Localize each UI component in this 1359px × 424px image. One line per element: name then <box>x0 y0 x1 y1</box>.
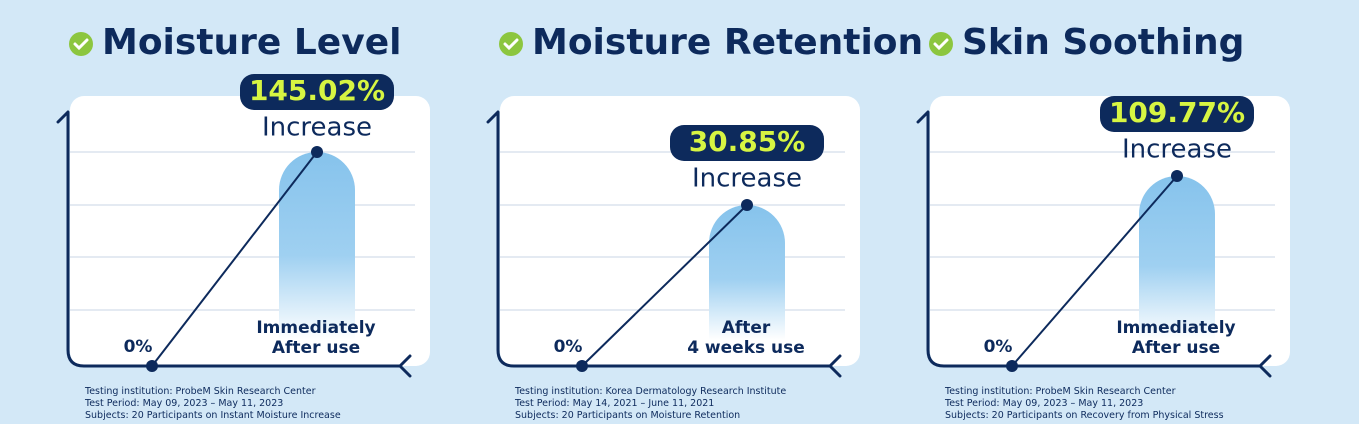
start-dot <box>146 360 158 372</box>
start-label: 0% <box>554 337 583 357</box>
end-dot <box>1171 170 1183 182</box>
trend-line <box>581 204 748 367</box>
bar <box>279 152 355 340</box>
start-label: 0% <box>984 337 1013 357</box>
value-text: 109.77% <box>1109 96 1245 129</box>
bar <box>1139 176 1215 340</box>
bar-label: After use <box>272 338 360 358</box>
end-dot <box>741 199 753 211</box>
check-mark <box>73 38 89 51</box>
bar <box>709 205 785 340</box>
panel-title: Moisture Level <box>102 22 401 63</box>
test-note: Test Period: May 14, 2021 – June 11, 202… <box>514 398 714 409</box>
test-note: Subjects: 20 Participants on Recovery fr… <box>945 410 1224 421</box>
caption: Increase <box>1122 135 1232 165</box>
bar-label: Immediately <box>1116 318 1235 338</box>
panel: Moisture Level 145.02% Increase 0% Immediate… <box>56 22 430 421</box>
caption: Increase <box>262 113 372 143</box>
caption: Increase <box>692 164 802 194</box>
axis <box>56 110 412 378</box>
value-badge <box>240 74 394 110</box>
value-text: 30.85% <box>689 125 806 158</box>
axis <box>486 110 842 378</box>
bar-label: Immediately <box>256 318 375 338</box>
card <box>70 96 430 366</box>
bar-label: After use <box>1132 338 1220 358</box>
card <box>930 96 1290 366</box>
trend-line <box>151 151 318 367</box>
test-note: Test Period: May 09, 2023 – May 11, 2023 <box>84 398 283 409</box>
value-text: 145.02% <box>249 74 385 107</box>
end-dot <box>311 146 323 158</box>
value-badge <box>670 125 824 161</box>
panel-title: Moisture Retention <box>532 22 923 63</box>
axis <box>916 110 1272 378</box>
start-dot <box>576 360 588 372</box>
bar-label: After <box>722 318 771 338</box>
check-mark <box>503 38 519 51</box>
panel: Moisture Retention 30.85% Increase 0% After4… <box>486 22 923 421</box>
check-mark <box>933 38 949 51</box>
panel: Skin Soothing 109.77% Increase 0% Immediatel… <box>916 22 1290 421</box>
test-note: Testing institution: ProbeM Skin Researc… <box>944 386 1176 397</box>
test-note: Subjects: 20 Participants on Moisture Re… <box>515 410 740 421</box>
bar-label: 4 weeks use <box>687 338 805 358</box>
start-label: 0% <box>124 337 153 357</box>
trend-line <box>1011 175 1178 367</box>
value-badge <box>1100 96 1254 132</box>
panel-title: Skin Soothing <box>962 22 1244 63</box>
test-note: Testing institution: ProbeM Skin Researc… <box>84 386 316 397</box>
test-note: Subjects: 20 Participants on Instant Moi… <box>85 410 341 421</box>
test-note: Test Period: May 09, 2023 – May 11, 2023 <box>944 398 1143 409</box>
start-dot <box>1006 360 1018 372</box>
test-note: Testing institution: Korea Dermatology R… <box>514 386 786 397</box>
